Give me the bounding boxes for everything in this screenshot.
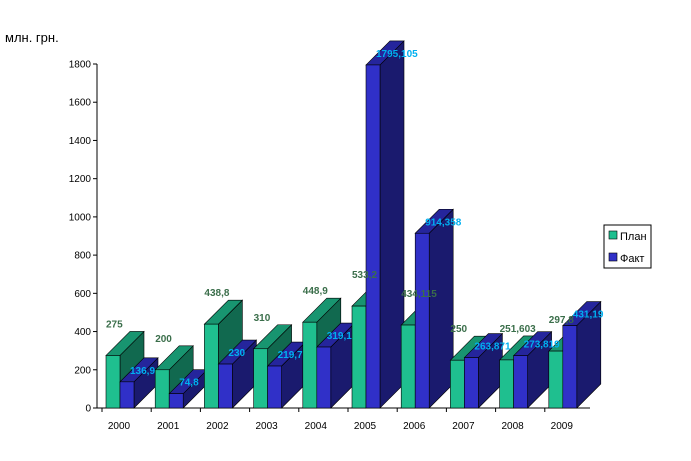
bar-fact-2000 bbox=[119, 357, 159, 409]
bar-front-face bbox=[365, 64, 381, 409]
bar-fact-2009 bbox=[562, 300, 602, 409]
bar-fact-2002 bbox=[217, 339, 258, 409]
y-tick-label: 400 bbox=[74, 327, 91, 338]
y-tick-label: 1000 bbox=[69, 212, 92, 223]
y-tick-label: 200 bbox=[74, 365, 91, 376]
bar-front-face bbox=[548, 350, 564, 409]
data-label-fact-2004: 319,1 bbox=[327, 331, 352, 342]
bar-front-face bbox=[168, 393, 184, 409]
bar-front-face bbox=[562, 325, 578, 409]
y-tick-label: 800 bbox=[74, 251, 91, 262]
data-label-fact-2005: 1795,105 bbox=[376, 49, 418, 60]
data-label-plan-2002: 438,8 bbox=[204, 288, 229, 299]
y-tick-label: 1400 bbox=[69, 136, 92, 147]
bar-front-face bbox=[204, 323, 219, 409]
y-tick-label: 0 bbox=[85, 404, 91, 415]
bar-side-face bbox=[428, 208, 454, 409]
bar-front-face bbox=[499, 359, 514, 409]
data-label-plan-2003: 310 bbox=[254, 313, 271, 324]
x-tick-label: 2001 bbox=[157, 421, 180, 432]
data-label-plan-2005: 533,2 bbox=[352, 270, 377, 281]
bar-fact-2003 bbox=[266, 341, 307, 409]
data-label-fact-2009: 431,19 bbox=[573, 310, 604, 321]
x-tick-label: 2000 bbox=[108, 421, 131, 432]
x-tick-label: 2003 bbox=[255, 421, 278, 432]
data-label-plan-2007: 250 bbox=[450, 324, 467, 335]
bar-front-face bbox=[154, 369, 170, 409]
bar-fact-2005 bbox=[365, 40, 405, 409]
legend-label-fact: Факт bbox=[620, 253, 644, 265]
y-tick-label: 600 bbox=[74, 289, 91, 300]
bar-front-face bbox=[513, 355, 528, 409]
data-label-fact-2002: 230 bbox=[228, 348, 245, 359]
y-tick-label: 1600 bbox=[69, 98, 92, 109]
bar-fact-2004 bbox=[316, 322, 356, 409]
y-unit-label: млн. грн. bbox=[5, 30, 59, 45]
legend-label-plan: План bbox=[620, 231, 647, 243]
bar-front-face bbox=[414, 232, 430, 409]
legend: План Факт bbox=[603, 224, 652, 269]
bar-front-face bbox=[316, 346, 332, 409]
x-tick-label: 2007 bbox=[452, 421, 475, 432]
data-label-fact-2000: 136,9 bbox=[130, 366, 155, 377]
y-tick-label: 1800 bbox=[69, 60, 92, 71]
bar-front-face bbox=[267, 365, 282, 409]
data-label-plan-2001: 200 bbox=[155, 334, 172, 345]
bar-fact-2007 bbox=[463, 332, 504, 409]
data-label-plan-2004: 448,9 bbox=[303, 286, 328, 297]
x-tick-label: 2009 bbox=[551, 421, 574, 432]
bars-group bbox=[105, 40, 602, 409]
data-label-plan-2009: 297,8 bbox=[549, 315, 574, 326]
axes: 0 200 400 600 800 1000 1200 1400 1600 1800 2000 200… bbox=[69, 60, 590, 432]
x-tick-label: 2005 bbox=[354, 421, 377, 432]
bar-front-face bbox=[400, 324, 416, 409]
y-tick-label: 1200 bbox=[69, 174, 92, 185]
legend-swatch-plan bbox=[608, 230, 618, 240]
x-tick-label: 2006 bbox=[403, 421, 426, 432]
data-label-plan-2000: 275 bbox=[106, 319, 123, 330]
bar-fact-2006 bbox=[414, 208, 454, 409]
data-label-fact-2008: 273,819 bbox=[524, 340, 561, 351]
data-labels-group: 275 136,9 200 74,8 438,8 230 310 219,7 448,9 319,… bbox=[106, 49, 604, 389]
bar-side-face bbox=[379, 40, 405, 409]
bar-front-face bbox=[218, 363, 233, 409]
data-label-fact-2001: 74,8 bbox=[179, 378, 199, 389]
x-tick-label: 2004 bbox=[305, 421, 328, 432]
bar-front-face bbox=[450, 359, 465, 409]
bar-front-face bbox=[253, 348, 268, 409]
bar-front-face bbox=[351, 305, 367, 409]
bar-fact-2001 bbox=[168, 368, 208, 409]
bar-front-face bbox=[119, 381, 135, 409]
bar-plan-2001 bbox=[154, 345, 194, 409]
legend-swatch-fact bbox=[608, 252, 618, 262]
data-label-plan-2006: 434,115 bbox=[401, 289, 437, 300]
x-tick-label: 2008 bbox=[501, 421, 524, 432]
x-tick-label: 2002 bbox=[206, 421, 229, 432]
data-label-fact-2007: 263,871 bbox=[474, 342, 511, 353]
bar-fact-2008 bbox=[512, 330, 553, 409]
data-label-plan-2008: 251,603 bbox=[500, 324, 537, 335]
data-label-fact-2006: 914,358 bbox=[425, 217, 462, 228]
data-label-fact-2003: 219,7 bbox=[278, 350, 303, 361]
bar-front-face bbox=[464, 357, 479, 409]
bar-front-face bbox=[105, 355, 121, 409]
bar-front-face bbox=[302, 321, 318, 409]
